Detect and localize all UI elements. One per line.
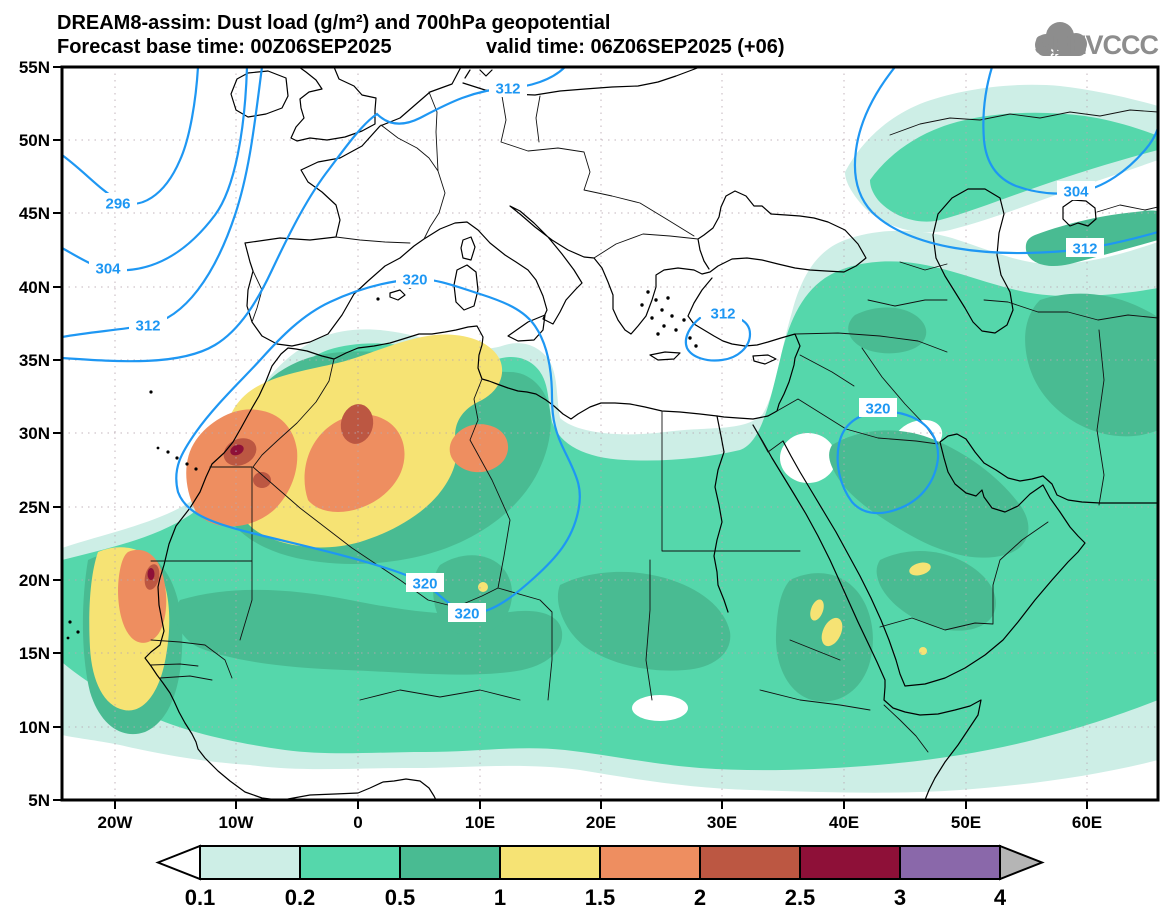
contour-label: 312	[704, 303, 742, 323]
svg-text:304: 304	[95, 261, 121, 278]
coastlines	[66, 67, 1158, 800]
contour-label: 320	[406, 573, 444, 593]
cloud-icon: »	[1035, 22, 1087, 63]
colorbar-segment	[399, 845, 501, 880]
svg-text:296: 296	[105, 196, 130, 213]
svg-text:312: 312	[135, 318, 160, 335]
cloud-chevrons: »	[1049, 41, 1061, 63]
lon-label: 50E	[951, 813, 981, 832]
small-islands	[66, 285, 698, 640]
contour-label: 312	[489, 78, 527, 98]
colorbar: 0.1 0.2 0.5 1 1.5 2 2.5 3 4	[155, 844, 1045, 907]
lon-axis-labels: 20W 10W 0 10E 20E 30E 40E 50E 60E	[98, 813, 1103, 832]
lat-label: 55N	[19, 58, 50, 77]
colorbar-segment	[199, 845, 301, 880]
lat-label: 25N	[19, 498, 50, 517]
lon-label: 10E	[465, 813, 495, 832]
colorbar-label: 0.1	[185, 885, 216, 907]
chart-title: DREAM8-assim: Dust load (g/m²) and 700hP…	[57, 12, 610, 34]
contour-label: 304	[89, 258, 127, 278]
colorbar-segment	[699, 845, 801, 880]
colorbar-label: 2	[694, 885, 706, 907]
svg-text:320: 320	[865, 401, 890, 418]
lat-label: 45N	[19, 204, 50, 223]
lat-label: 50N	[19, 131, 50, 150]
geopotential-contour-labels: 296 304 312 312 320 312 304 312 320 320 …	[89, 78, 1104, 623]
svg-text:320: 320	[402, 272, 427, 289]
lon-label: 30E	[707, 813, 737, 832]
colorbar-segment	[799, 845, 901, 880]
colorbar-label: 0.5	[385, 885, 416, 907]
lat-label: 5N	[28, 791, 50, 810]
colorbar-label: 2.5	[785, 885, 816, 907]
chart-subtitle-validtime: valid time: 06Z06SEP2025 (+06)	[486, 36, 785, 58]
lon-label: 0	[353, 813, 362, 832]
lat-label: 15N	[19, 644, 50, 663]
lon-label: 20E	[586, 813, 616, 832]
colorbar-right-arrow	[999, 844, 1045, 881]
lat-label: 30N	[19, 424, 50, 443]
lat-label: 35N	[19, 351, 50, 370]
chart-subtitle-basetime: Forecast base time: 00Z06SEP2025	[57, 36, 392, 58]
colorbar-label: 0.2	[285, 885, 316, 907]
dust-fill-2.5	[147, 444, 244, 580]
lon-label: 60E	[1072, 813, 1102, 832]
lat-label: 10N	[19, 718, 50, 737]
lon-label: 40E	[829, 813, 859, 832]
seevccc-logo: » SEEVCCC	[1034, 22, 1160, 63]
axis-ticks	[53, 66, 1088, 809]
map-panel: 296 304 312 312 320 312 304 312 320 320 …	[19, 58, 1160, 832]
contour-label: 320	[448, 603, 486, 623]
colorbar-labels: 0.1 0.2 0.5 1 1.5 2 2.5 3 4	[185, 885, 1007, 907]
contour-label: 312	[129, 315, 167, 335]
svg-text:312: 312	[1072, 241, 1097, 258]
colorbar-segment	[599, 845, 701, 880]
contour-label: 304	[1057, 181, 1095, 201]
lat-label: 40N	[19, 278, 50, 297]
map-clip-group: 296 304 312 312 320 312 304 312 320 320 …	[62, 67, 1158, 800]
colorbar-segment	[499, 845, 601, 880]
colorbar-segment	[299, 845, 401, 880]
svg-text:312: 312	[495, 81, 520, 98]
contour-label: 320	[396, 269, 434, 289]
colorbar-label: 1	[494, 885, 506, 907]
svg-text:320: 320	[454, 606, 479, 623]
colorbar-label: 3	[894, 885, 906, 907]
svg-text:312: 312	[710, 306, 735, 323]
geopotential-contours	[62, 67, 1158, 614]
country-borders	[150, 91, 1158, 753]
svg-text:304: 304	[1063, 184, 1089, 201]
colorbar-label: 4	[994, 885, 1007, 907]
svg-text:320: 320	[412, 576, 437, 593]
lat-label: 20N	[19, 571, 50, 590]
contour-label: 296	[99, 193, 137, 213]
colorbar-segment	[899, 845, 1001, 880]
logo-text: SEEVCCC	[1034, 30, 1158, 60]
contour-label: 320	[859, 398, 897, 418]
colorbar-label: 1.5	[585, 885, 616, 907]
colorbar-left-arrow	[155, 844, 201, 881]
contour-label: 312	[1066, 238, 1104, 258]
lon-label: 20W	[98, 813, 134, 832]
lon-label: 10W	[219, 813, 255, 832]
lat-axis-labels: 55N 50N 45N 40N 35N 30N 25N 20N 15N 10N …	[19, 58, 50, 810]
